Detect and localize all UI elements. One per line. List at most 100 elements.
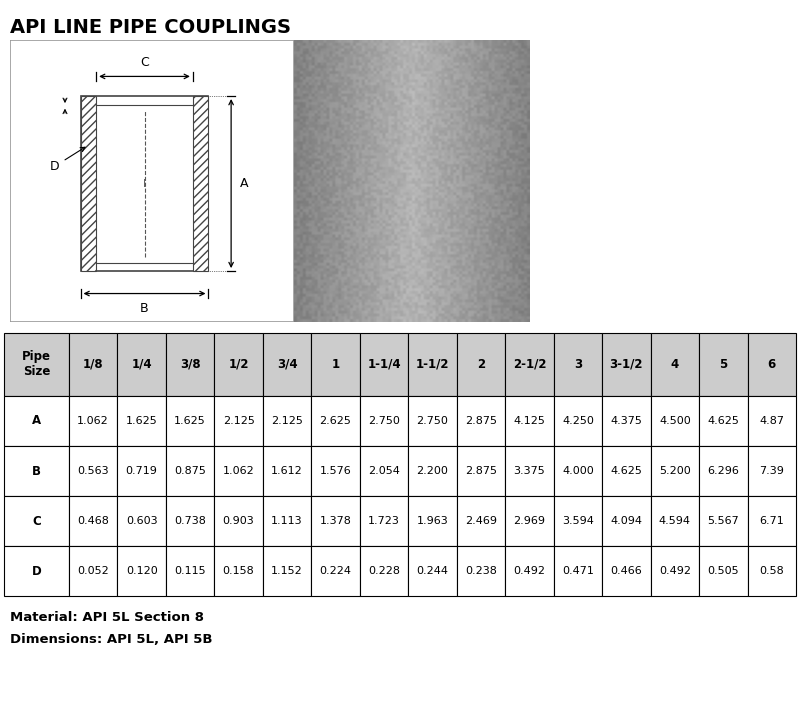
Bar [69, 446, 118, 496]
Bar [554, 547, 602, 596]
Text: 3.594: 3.594 [562, 516, 594, 526]
Text: 1.625: 1.625 [126, 416, 158, 426]
Bar [193, 96, 208, 271]
Text: 1-1/4: 1-1/4 [367, 358, 401, 371]
Bar [505, 333, 554, 396]
Bar [81, 96, 96, 271]
Bar [118, 396, 166, 446]
Text: 2.625: 2.625 [319, 416, 351, 426]
Text: 4.094: 4.094 [610, 516, 642, 526]
Text: 5: 5 [719, 358, 727, 371]
Bar [311, 333, 360, 396]
Text: 2.054: 2.054 [368, 466, 400, 476]
Bar [554, 333, 602, 396]
Bar [263, 446, 311, 496]
Bar [263, 547, 311, 596]
Bar [118, 446, 166, 496]
Text: 1-1/2: 1-1/2 [416, 358, 450, 371]
Text: Pipe
Size: Pipe Size [22, 350, 51, 378]
Bar [650, 547, 699, 596]
Bar [166, 333, 214, 396]
Bar [311, 446, 360, 496]
Bar [311, 547, 360, 596]
Bar [650, 396, 699, 446]
Bar [214, 547, 263, 596]
Text: 6: 6 [768, 358, 776, 371]
Text: 4.87: 4.87 [759, 416, 784, 426]
Text: 2.125: 2.125 [222, 416, 254, 426]
Text: 2.469: 2.469 [465, 516, 497, 526]
Text: 2.875: 2.875 [465, 416, 497, 426]
Bar [602, 496, 650, 547]
Bar [602, 396, 650, 446]
Bar [69, 547, 118, 596]
Bar [699, 496, 747, 547]
Bar [118, 547, 166, 596]
Text: 1.113: 1.113 [271, 516, 303, 526]
Text: 1/2: 1/2 [228, 358, 249, 371]
Text: API LINE PIPE COUPLINGS: API LINE PIPE COUPLINGS [10, 18, 290, 37]
Bar [699, 396, 747, 446]
Bar [263, 396, 311, 446]
Bar [408, 333, 457, 396]
Text: 0.58: 0.58 [759, 566, 784, 576]
Bar [650, 446, 699, 496]
Bar [602, 446, 650, 496]
Text: 0.903: 0.903 [222, 516, 254, 526]
Bar [4, 396, 69, 446]
Bar [699, 446, 747, 496]
Text: 0.224: 0.224 [319, 566, 351, 576]
Bar [360, 333, 408, 396]
Text: 0.563: 0.563 [78, 466, 109, 476]
Bar [311, 496, 360, 547]
Text: 0.244: 0.244 [417, 566, 449, 576]
Text: 2-1/2: 2-1/2 [513, 358, 546, 371]
Text: 4.500: 4.500 [659, 416, 690, 426]
Bar [360, 446, 408, 496]
Text: 1: 1 [331, 358, 339, 371]
Text: 0.738: 0.738 [174, 516, 206, 526]
Text: 4.625: 4.625 [707, 416, 739, 426]
Bar [360, 496, 408, 547]
Text: 2.875: 2.875 [465, 466, 497, 476]
Text: 1.062: 1.062 [78, 416, 109, 426]
Text: 2.125: 2.125 [271, 416, 303, 426]
Text: 1.062: 1.062 [222, 466, 254, 476]
Text: 0.505: 0.505 [707, 566, 739, 576]
Bar [69, 396, 118, 446]
Bar [166, 547, 214, 596]
Text: 6.71: 6.71 [759, 516, 784, 526]
Text: 3: 3 [574, 358, 582, 371]
Text: 5.200: 5.200 [659, 466, 690, 476]
Bar [214, 333, 263, 396]
Bar [650, 333, 699, 396]
Bar [554, 396, 602, 446]
Bar [166, 496, 214, 547]
Bar [360, 547, 408, 596]
Text: 1/4: 1/4 [131, 358, 152, 371]
Bar [360, 396, 408, 446]
Bar [650, 496, 699, 547]
Text: 0.052: 0.052 [78, 566, 109, 576]
Text: 4.625: 4.625 [610, 466, 642, 476]
Bar [747, 446, 796, 496]
Text: 1.576: 1.576 [320, 466, 351, 476]
Text: D: D [31, 565, 42, 578]
Bar [747, 496, 796, 547]
Bar [408, 547, 457, 596]
Bar [214, 446, 263, 496]
Bar [505, 396, 554, 446]
Bar [554, 496, 602, 547]
Bar [457, 333, 505, 396]
Text: 3.375: 3.375 [514, 466, 546, 476]
Bar [4, 547, 69, 596]
Text: 1.963: 1.963 [417, 516, 448, 526]
Text: 5.567: 5.567 [707, 516, 739, 526]
Text: 0.471: 0.471 [562, 566, 594, 576]
Text: 4.250: 4.250 [562, 416, 594, 426]
Bar [505, 547, 554, 596]
Text: 0.492: 0.492 [514, 566, 546, 576]
Text: 0.228: 0.228 [368, 566, 400, 576]
Bar [457, 547, 505, 596]
Text: 0.120: 0.120 [126, 566, 158, 576]
